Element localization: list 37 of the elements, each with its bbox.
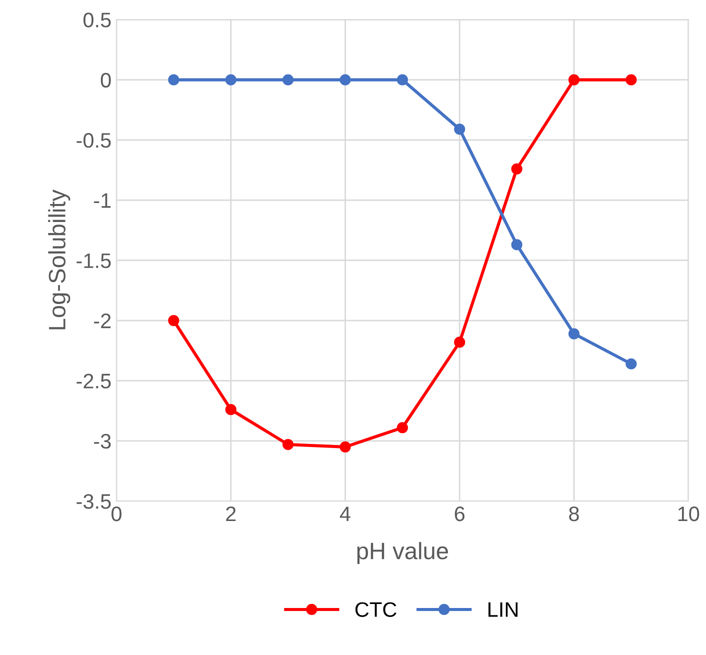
x-tick-label: 8 (569, 506, 579, 522)
point (626, 358, 637, 370)
y-tick-label: -2 (94, 314, 111, 328)
x-tick-label: 4 (340, 506, 350, 522)
y-tick-label: -1 (94, 193, 111, 208)
y-tick-label: -0.5 (76, 133, 111, 148)
point (568, 328, 580, 340)
y-tick-label: 0.5 (83, 12, 111, 28)
x-tick-label: 2 (226, 506, 236, 522)
x-axis-title: pH value (357, 542, 448, 564)
point (168, 314, 180, 326)
point (340, 441, 351, 452)
legend-label: CTC (355, 602, 396, 617)
x-tick-label: 0 (112, 506, 122, 522)
x-tick-label: 6 (454, 506, 464, 522)
y-tick-label: -3 (94, 434, 111, 449)
point (511, 163, 522, 174)
y-tick-label: 0 (100, 72, 111, 88)
legend-label: LIN (488, 602, 518, 617)
point (225, 404, 236, 416)
y-axis-title: Log-Solubility (48, 190, 70, 330)
point (340, 74, 351, 86)
x-tick-label: 10 (678, 506, 700, 522)
point (396, 422, 408, 434)
point (454, 336, 466, 348)
y-tick-label: -3.5 (76, 494, 111, 509)
y-tick-label: -1.5 (76, 254, 111, 268)
point (225, 74, 236, 86)
point (511, 239, 522, 250)
point (168, 74, 180, 86)
point (568, 74, 580, 86)
point (282, 74, 294, 86)
point (454, 124, 466, 135)
point (396, 74, 408, 86)
point (282, 438, 294, 450)
y-tick-label: -2.5 (76, 374, 111, 388)
point (626, 74, 637, 86)
